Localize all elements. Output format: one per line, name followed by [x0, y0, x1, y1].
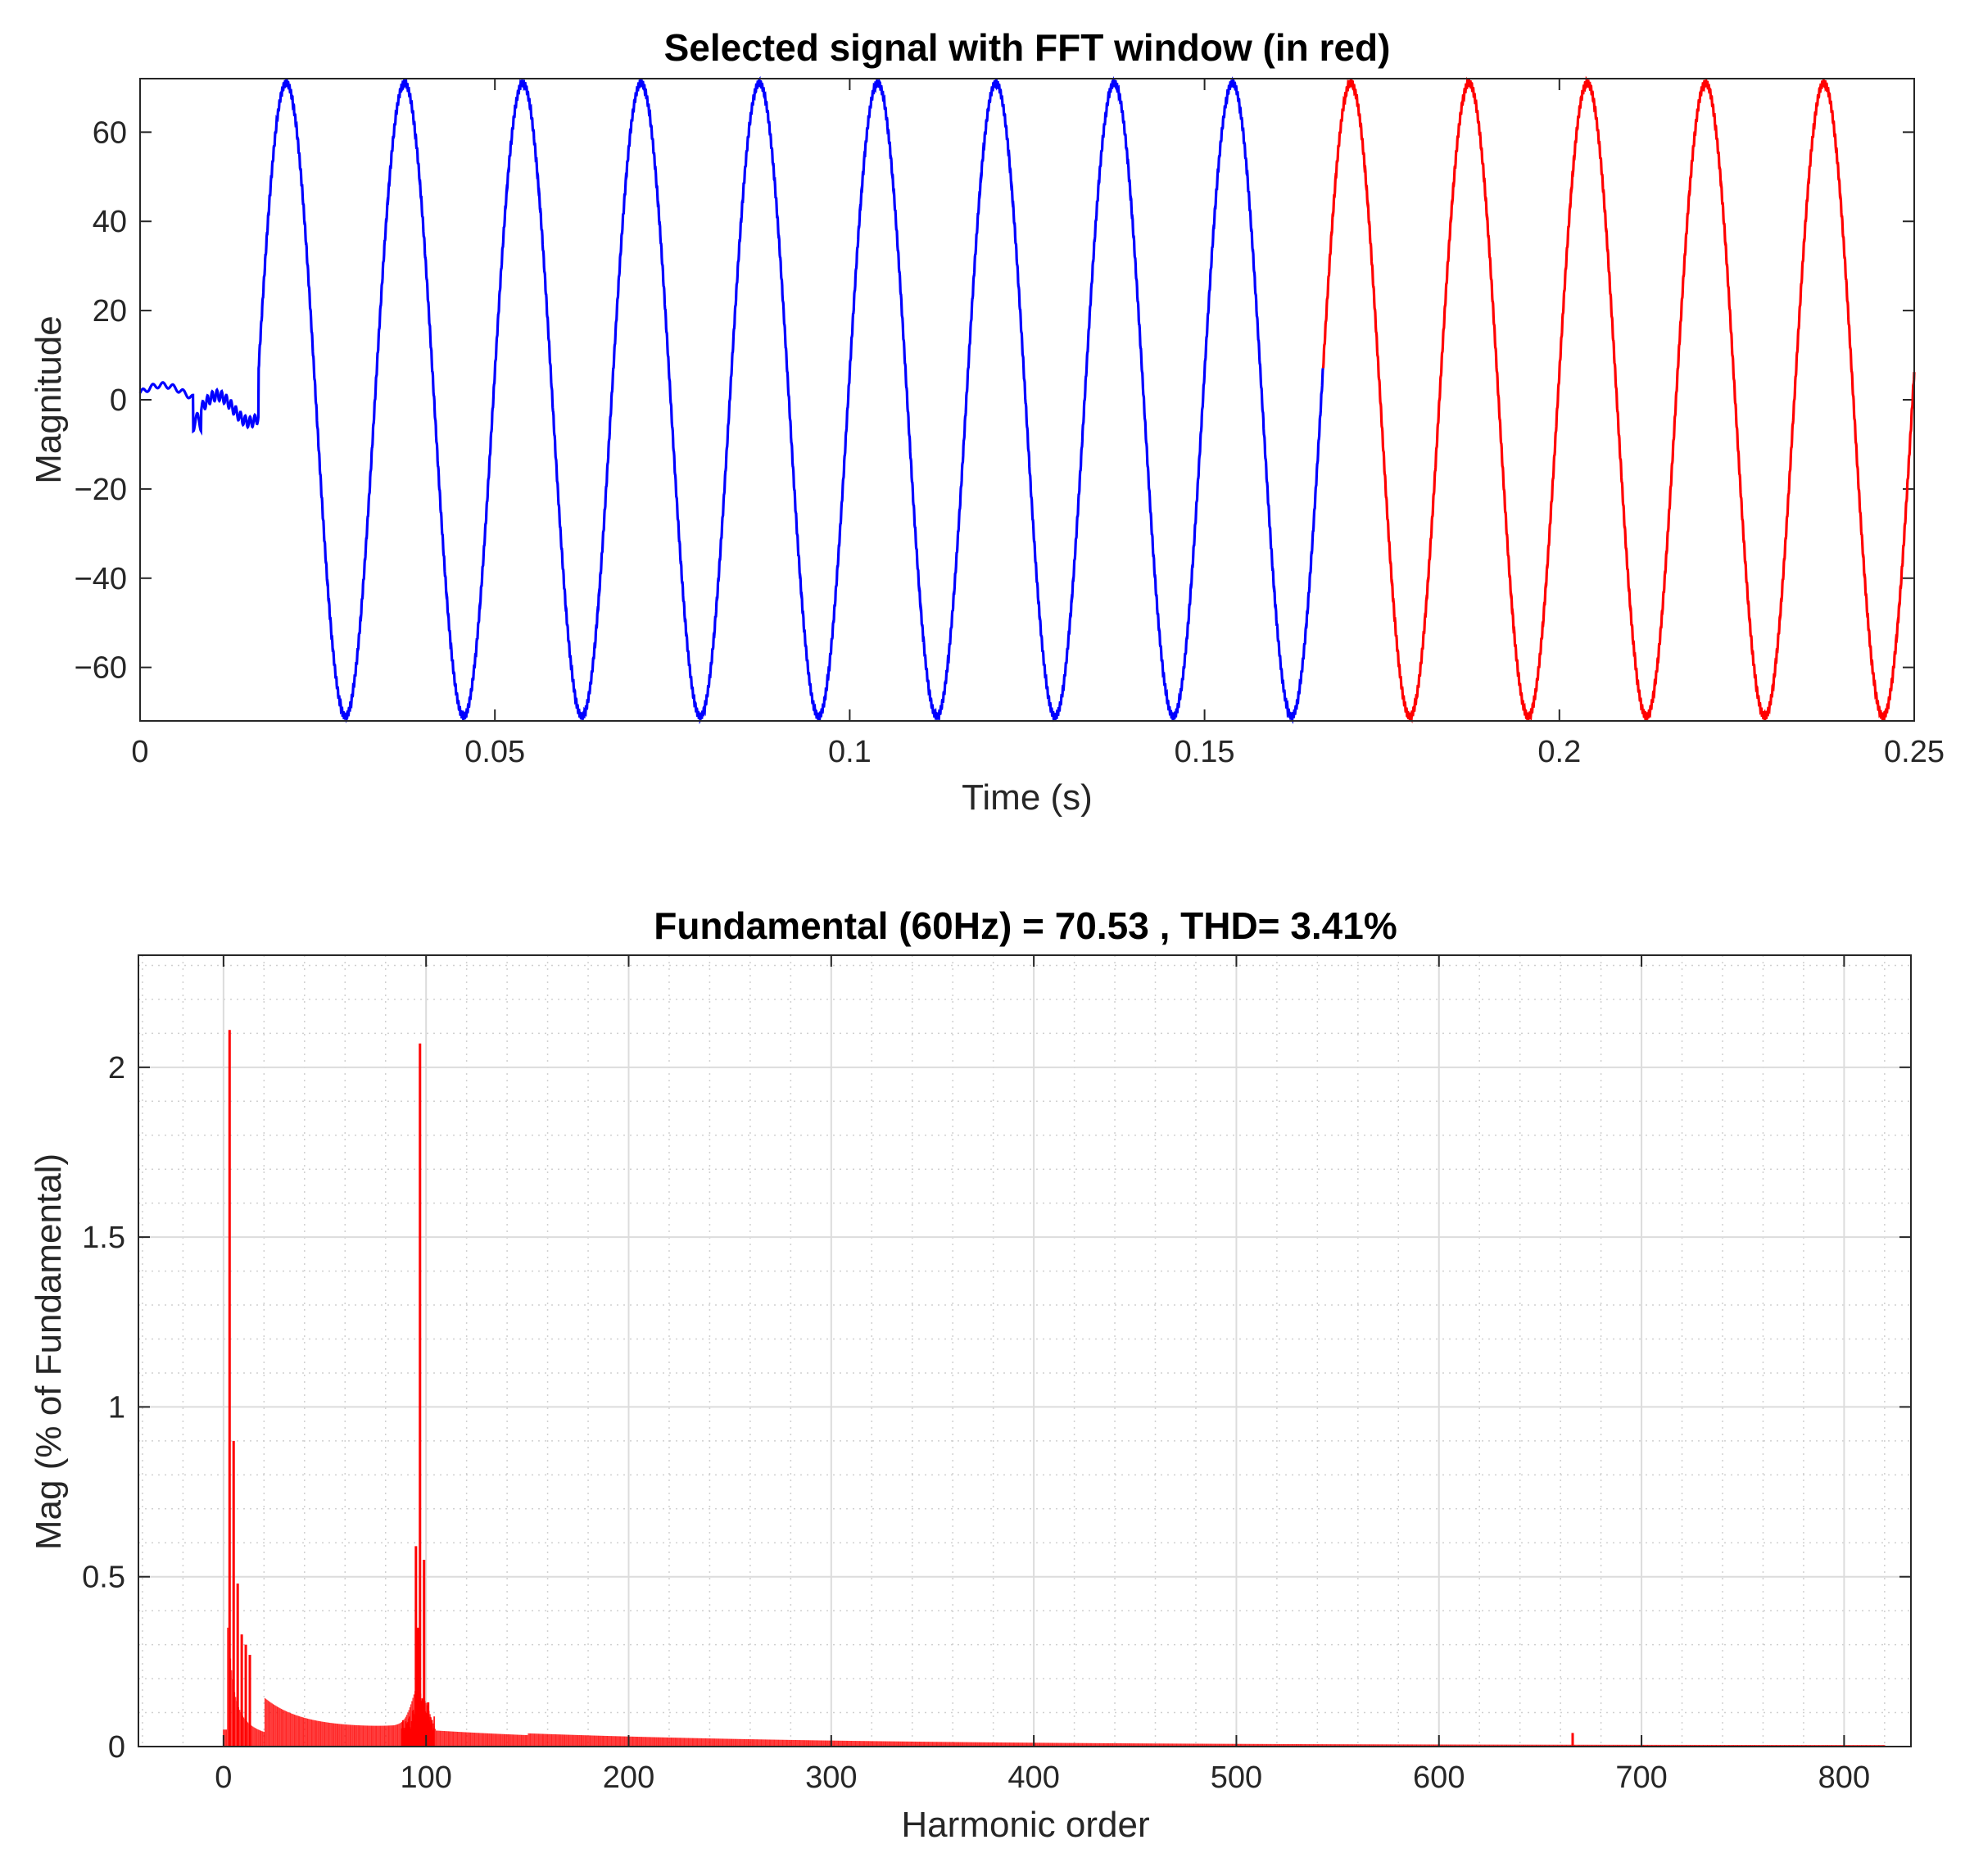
x-tick-label: 200 [603, 1760, 654, 1795]
y-tick-label: −40 [75, 562, 127, 596]
x-tick-label: 0.05 [464, 735, 525, 769]
x-tick-label: 0 [131, 735, 148, 769]
time-chart-plot-area [140, 79, 1914, 721]
time-signal-chart: Selected signal with FFT window (in red)… [29, 26, 1945, 818]
x-tick-label: 0 [215, 1760, 232, 1795]
y-tick-label: −20 [75, 473, 127, 507]
spectrum-chart-title: Fundamental (60Hz) = 70.53 , THD= 3.41% [654, 904, 1397, 947]
y-tick-label: 1.5 [82, 1221, 125, 1255]
harmonic-spectrum-chart: Fundamental (60Hz) = 70.53 , THD= 3.41% … [29, 904, 1911, 1845]
time-chart-title: Selected signal with FFT window (in red) [664, 26, 1391, 69]
x-tick-label: 0.25 [1884, 735, 1945, 769]
y-tick-label: 0.5 [82, 1561, 125, 1595]
x-tick-label: 500 [1211, 1760, 1262, 1795]
y-tick-label: 0 [110, 383, 127, 418]
x-tick-label: 600 [1413, 1760, 1465, 1795]
y-tick-label: 2 [108, 1051, 125, 1085]
y-tick-label: 0 [108, 1730, 125, 1765]
x-tick-label: 700 [1615, 1760, 1667, 1795]
x-tick-label: 0.2 [1537, 735, 1581, 769]
spectrum-chart-ylabel: Mag (% of Fundamental) [29, 1153, 69, 1550]
x-tick-label: 800 [1818, 1760, 1870, 1795]
time-chart-ylabel: Magnitude [29, 315, 69, 483]
x-tick-label: 100 [400, 1760, 451, 1795]
time-chart-xlabel: Time (s) [962, 777, 1093, 818]
spectrum-chart-xlabel: Harmonic order [901, 1805, 1149, 1845]
y-tick-label: 40 [93, 205, 127, 239]
spectrum-chart-plot-area [138, 955, 1911, 1747]
y-tick-label: −60 [75, 651, 127, 686]
x-tick-label: 400 [1007, 1760, 1059, 1795]
x-tick-label: 0.1 [828, 735, 872, 769]
x-tick-label: 300 [805, 1760, 857, 1795]
x-tick-label: 0.15 [1175, 735, 1235, 769]
y-tick-label: 20 [93, 294, 127, 329]
y-tick-label: 60 [93, 116, 127, 150]
y-tick-label: 1 [108, 1390, 125, 1425]
